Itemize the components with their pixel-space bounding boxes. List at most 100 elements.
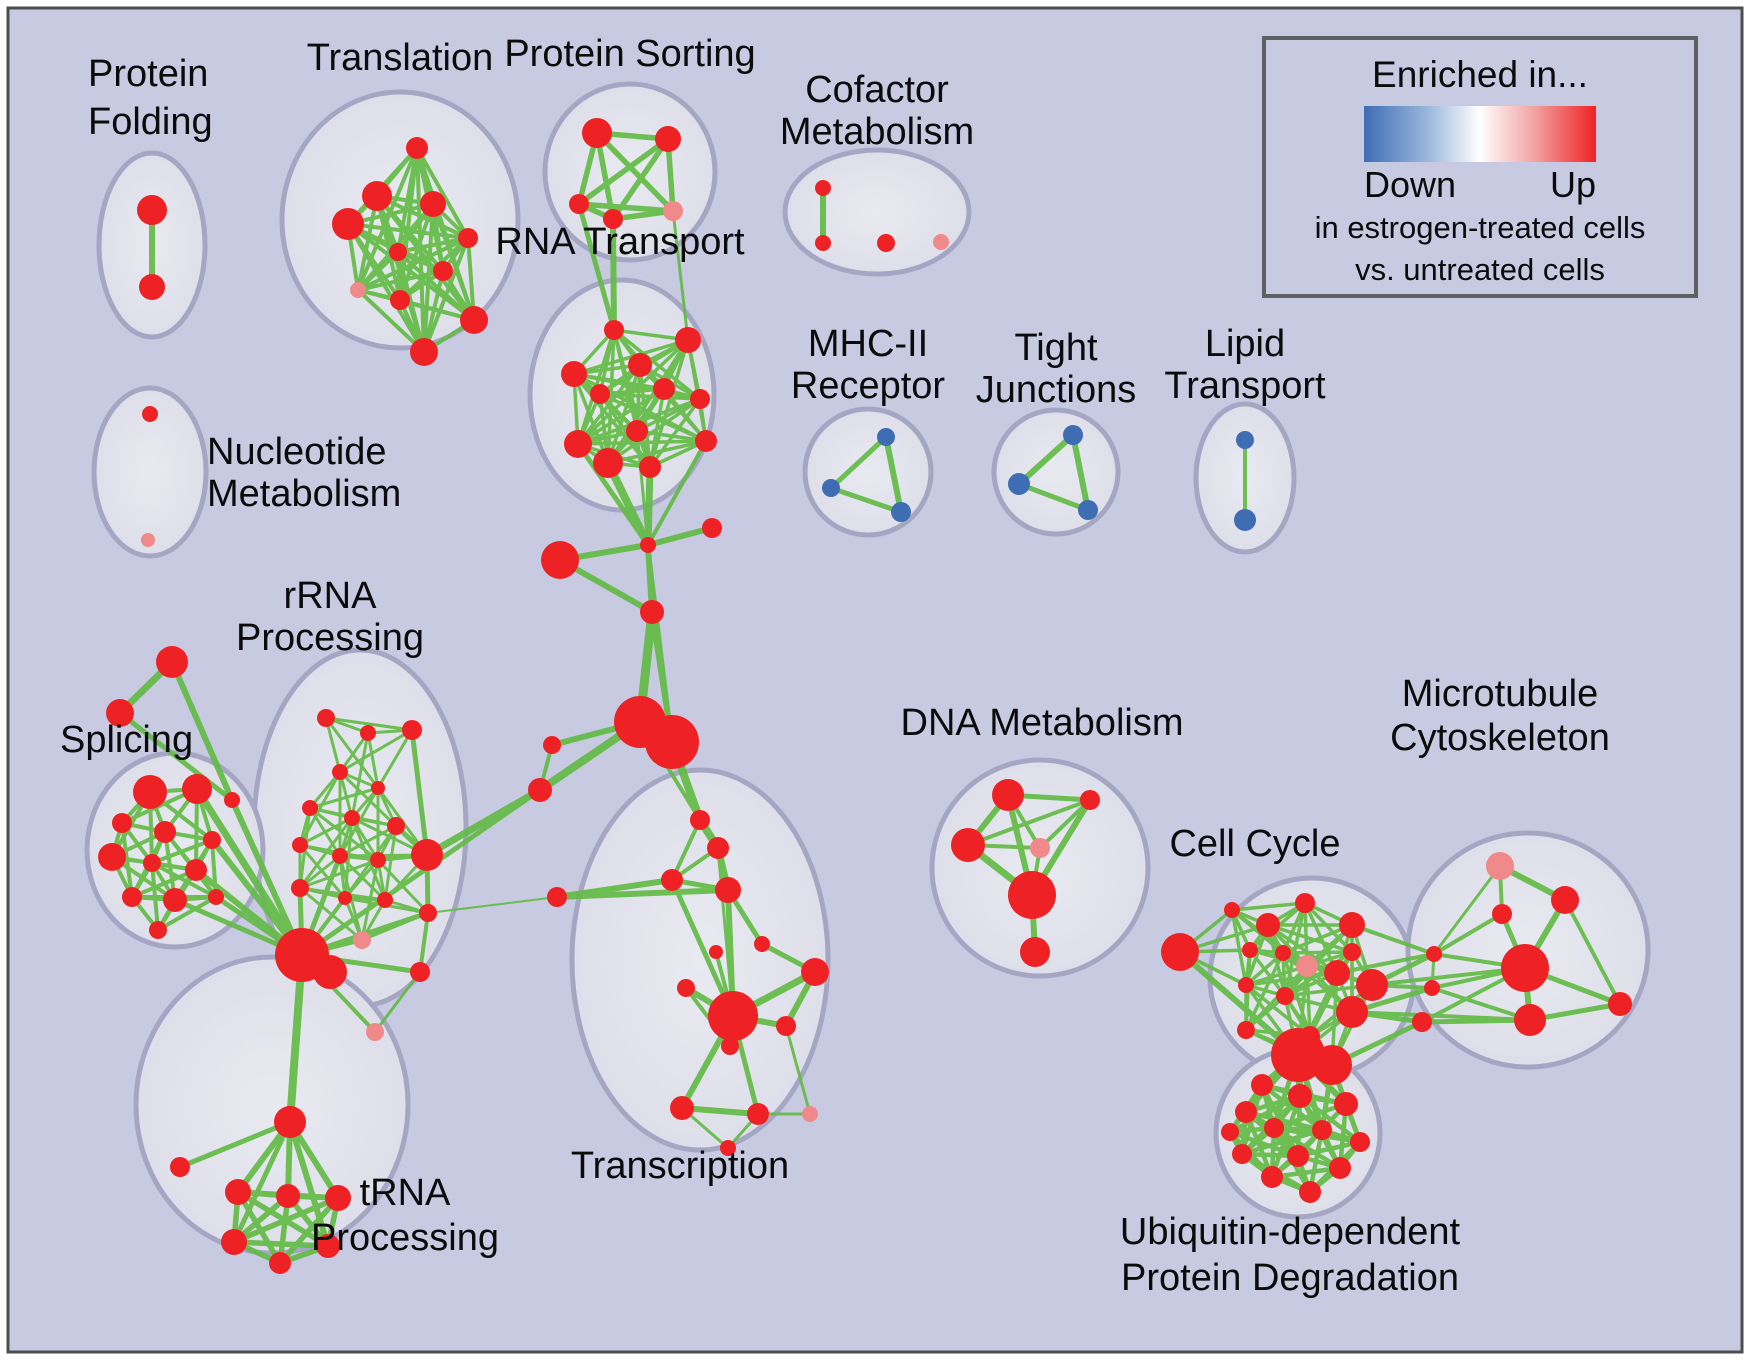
cluster-ellipse-cofactor-metabolism xyxy=(782,147,972,277)
node-r10 xyxy=(292,837,308,853)
edge-rrna-mesh xyxy=(308,786,380,810)
edge-protein-sorting-mesh xyxy=(594,130,676,214)
node-r4 xyxy=(332,764,348,780)
node-g1 xyxy=(528,778,552,802)
edge-splicing-mesh xyxy=(150,838,214,865)
node-c1 xyxy=(815,180,831,196)
node-m2 xyxy=(822,479,840,497)
edge xyxy=(373,970,422,1034)
node-u2 xyxy=(1288,1084,1312,1108)
node-tr4 xyxy=(332,208,364,240)
node-tn5 xyxy=(754,936,770,952)
node-mc2 xyxy=(1424,980,1440,996)
cluster-label-translation: Translation xyxy=(307,37,494,79)
edge-cell-cycle-mesh xyxy=(1281,950,1354,955)
cluster-label-dna-metabolism: DNA Metabolism xyxy=(901,702,1184,744)
node-rt11 xyxy=(593,448,623,478)
edge-translation-mesh xyxy=(396,250,476,322)
cluster-label-protein-sorting: Protein Sorting xyxy=(504,33,755,75)
cluster-label-processing: Processing xyxy=(236,617,424,659)
cluster-label-cytoskeleton: Cytoskeleton xyxy=(1390,717,1610,759)
node-j1 xyxy=(1063,425,1083,445)
node-sp2 xyxy=(182,774,212,804)
node-tn2 xyxy=(707,837,729,859)
edge xyxy=(646,439,708,547)
node-h4 xyxy=(221,1229,247,1255)
edge xyxy=(635,429,650,547)
edge-cell-cycle-mesh xyxy=(1283,950,1354,998)
edge-splicing-mesh xyxy=(150,861,218,899)
node-A xyxy=(156,646,188,678)
edge-trna-hex-mesh xyxy=(231,1239,331,1249)
edge xyxy=(645,525,715,548)
edge-ubiquitin-mesh xyxy=(1243,1109,1325,1133)
node-r8 xyxy=(344,810,360,826)
node-tr2 xyxy=(362,181,392,211)
node-sp7 xyxy=(143,854,161,872)
cluster-ellipse-mhc-ii-receptor xyxy=(802,406,934,538)
edge xyxy=(1016,432,1076,487)
node-tn3 xyxy=(661,869,683,891)
edge xyxy=(883,434,904,515)
node-rt2 xyxy=(675,327,701,353)
edge-rrna-mesh xyxy=(298,858,380,890)
edge xyxy=(1350,923,1436,956)
node-h5 xyxy=(316,1234,340,1258)
edge xyxy=(604,459,652,549)
edge-ubiquitin-mesh xyxy=(1239,1127,1325,1157)
node-j3 xyxy=(1078,500,1098,520)
edge-rrna-mesh xyxy=(338,731,370,774)
node-cc2 xyxy=(1295,893,1315,913)
node-tr9 xyxy=(390,290,410,310)
node-r1 xyxy=(317,709,335,727)
edge-trna-hex-mesh xyxy=(231,1195,341,1245)
edge xyxy=(1335,952,1436,975)
cluster-label-protein-degradation: Protein Degradation xyxy=(1121,1257,1459,1299)
node-d3 xyxy=(951,828,985,862)
node-tr11 xyxy=(410,338,438,366)
cluster-ellipse-tight-junctions xyxy=(991,407,1121,537)
node-cc8 xyxy=(1276,987,1294,1005)
node-sp10 xyxy=(163,888,187,912)
cluster-label-metabolism: Metabolism xyxy=(780,111,974,153)
legend-gradient-bar xyxy=(1364,106,1596,162)
node-sp6 xyxy=(98,843,126,871)
edge xyxy=(117,710,235,803)
cluster-label-cofactor: Cofactor xyxy=(805,69,949,111)
node-u13 xyxy=(1221,1123,1239,1141)
node-ps2 xyxy=(655,126,681,152)
edge-translation-mesh xyxy=(346,222,426,354)
node-l1 xyxy=(1236,431,1254,449)
node-tn12 xyxy=(747,1103,769,1125)
edge xyxy=(286,951,306,1126)
edge-translation-mesh xyxy=(356,194,379,292)
node-cc3 xyxy=(1339,912,1365,938)
node-B xyxy=(106,699,134,727)
node-cc6 xyxy=(1324,960,1350,986)
edge xyxy=(828,485,904,515)
node-r3 xyxy=(402,720,422,740)
edge xyxy=(1432,912,1504,956)
node-m1 xyxy=(877,428,895,446)
edge-rna-transport-mesh xyxy=(572,338,690,376)
legend-title: Enriched in... xyxy=(1372,54,1588,95)
edge xyxy=(1430,986,1532,1022)
cluster-label-nucleotide: Nucleotide xyxy=(207,431,387,473)
node-r12 xyxy=(370,852,386,868)
node-tr7 xyxy=(433,261,453,281)
node-mc3 xyxy=(1412,1012,1432,1032)
node-mt4 xyxy=(1608,992,1632,1016)
node-l2 xyxy=(1234,509,1256,531)
edge-rna-transport-mesh xyxy=(606,439,708,465)
edge-cell-cycle-mesh xyxy=(1283,923,1354,998)
edge-cell-cycle-mesh xyxy=(1244,951,1285,987)
node-r14 xyxy=(338,891,352,905)
cluster-label-ubiquitin-dependent: Ubiquitin-dependent xyxy=(1120,1211,1461,1253)
edge-rrna-mesh xyxy=(343,858,380,900)
edge xyxy=(193,785,306,959)
node-cc15 xyxy=(1343,943,1361,961)
cluster-label-splicing: Splicing xyxy=(60,719,193,761)
node-sp5 xyxy=(203,831,221,849)
node-c2 xyxy=(815,235,831,251)
node-u11 xyxy=(1329,1157,1351,1179)
